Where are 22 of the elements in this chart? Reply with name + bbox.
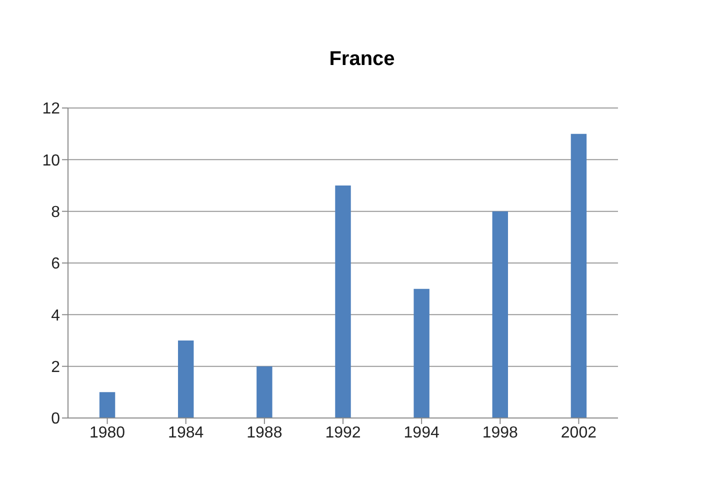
x-tick-label: 1998 <box>482 424 518 442</box>
y-tick-label: 10 <box>42 152 60 170</box>
bar <box>492 211 508 418</box>
bar <box>256 366 272 418</box>
y-tick-label: 0 <box>51 410 60 428</box>
chart-title: France <box>328 47 396 72</box>
x-tick-label: 1994 <box>404 424 440 442</box>
x-tick-label: 1984 <box>168 424 204 442</box>
bar <box>570 134 587 418</box>
bar <box>335 186 351 418</box>
bar <box>99 392 116 418</box>
bar <box>414 288 430 418</box>
x-tick-label: 1980 <box>89 424 126 442</box>
x-tick-label: 1988 <box>246 424 282 442</box>
y-tick-label: 6 <box>51 256 60 273</box>
x-tick-label: 2002 <box>560 424 597 442</box>
y-tick-label: 4 <box>51 307 60 324</box>
y-tick-label: 8 <box>51 204 60 222</box>
y-tick-label: 12 <box>42 100 60 118</box>
y-tick-label: 2 <box>51 359 60 376</box>
x-tick-label: 1992 <box>325 424 361 442</box>
bar <box>178 340 194 418</box>
